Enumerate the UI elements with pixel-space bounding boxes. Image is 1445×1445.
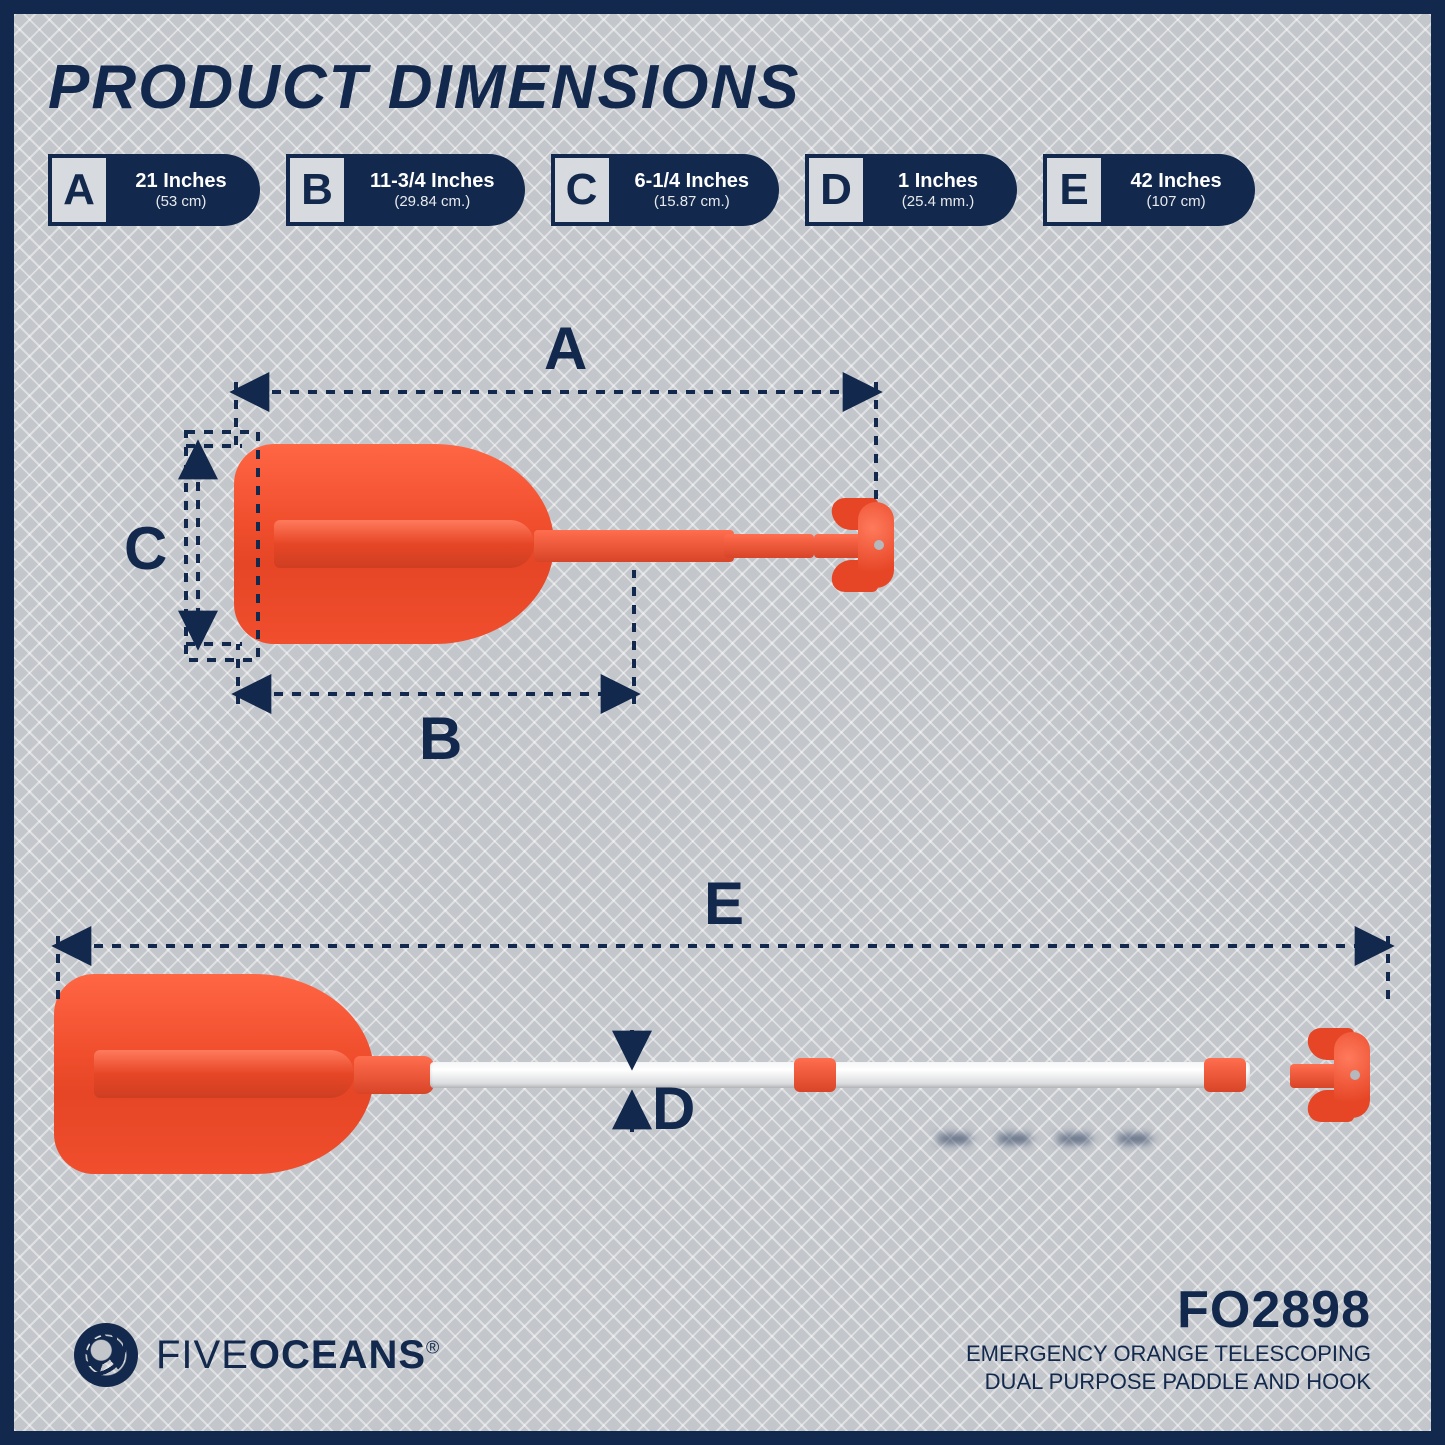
paddle-collar-icon xyxy=(1204,1058,1246,1092)
callout-letter-d: D xyxy=(652,1074,695,1143)
product-sku: FO2898 xyxy=(966,1280,1371,1340)
infographic-frame: PRODUCT DIMENSIONS A 21 Inches (53 cm) B… xyxy=(0,0,1445,1445)
brand-logo-icon xyxy=(74,1323,138,1387)
diagram-stage: A B C D E xyxy=(14,14,1431,1431)
paddle-collapsed xyxy=(234,444,874,644)
brand-name: FIVEOCEANS® xyxy=(156,1333,440,1378)
brand-first: FIVE xyxy=(156,1333,249,1377)
paddle-extended xyxy=(54,974,1354,1174)
brand-second: OCEANS xyxy=(249,1333,426,1377)
callout-letter-a: A xyxy=(544,314,587,383)
paddle-tgrip-icon xyxy=(1290,1032,1370,1118)
paddle-tgrip-icon xyxy=(814,502,894,588)
paddle-shaft-icon xyxy=(724,534,814,558)
brand-registered: ® xyxy=(426,1337,440,1357)
paddle-neck-icon xyxy=(354,1056,434,1094)
product-desc-line: DUAL PURPOSE PADDLE AND HOOK xyxy=(966,1368,1371,1396)
paddle-blade-icon xyxy=(54,974,374,1174)
callout-letter-e: E xyxy=(704,869,744,938)
callout-letter-b: B xyxy=(419,704,462,773)
product-desc-line: EMERGENCY ORANGE TELESCOPING xyxy=(966,1340,1371,1368)
callout-letter-c: C xyxy=(124,514,167,583)
brand-block: FIVEOCEANS® xyxy=(74,1323,440,1387)
paddle-shaft-icon xyxy=(534,530,734,562)
paddle-collar-icon xyxy=(794,1058,836,1092)
product-id-block: FO2898 EMERGENCY ORANGE TELESCOPING DUAL… xyxy=(966,1280,1371,1395)
paddle-blade-icon xyxy=(234,444,554,644)
dimension-lines-overlay xyxy=(14,14,1431,1431)
motion-blur-icon xyxy=(934,1124,1174,1154)
paddle-tube-icon xyxy=(430,1062,1250,1088)
